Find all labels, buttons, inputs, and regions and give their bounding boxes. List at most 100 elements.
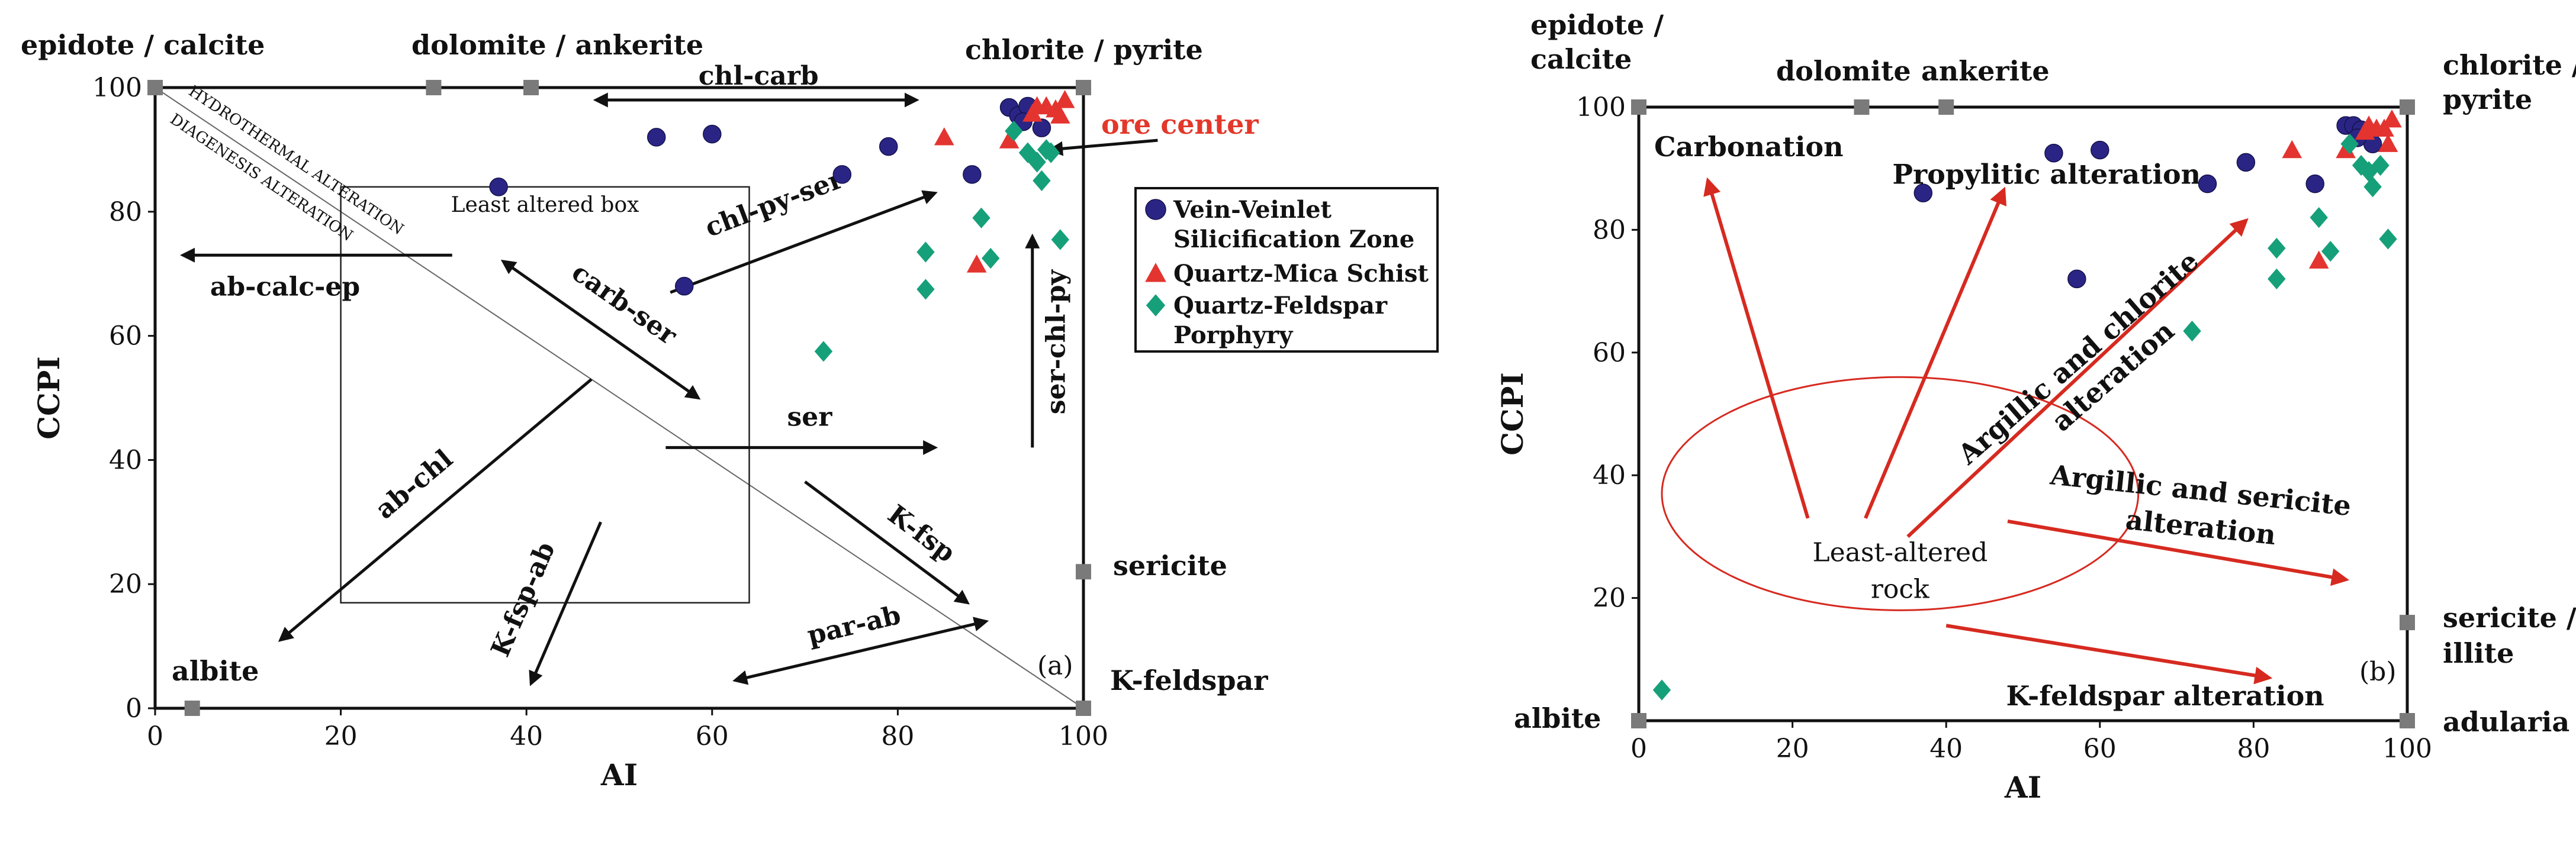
x-tick-label: 20 [324,721,358,751]
trend-arrow-chl-py-ser [670,190,938,294]
y-tick-label: 20 [109,569,142,599]
data-point-quartz-feldspar-porphyry [1005,120,1023,142]
data-point-vein-veinlet-silicification-zone [2044,144,2063,163]
data-point-quartz-feldspar-porphyry [814,341,833,362]
panel-a: Least altered box HYDROTHERMAL ALTERATION… [21,29,1439,792]
data-point-quartz-mica-schist [2374,118,2394,137]
data-point-vein-veinlet-silicification-zone [2236,153,2256,172]
y-tick-label: 40 [109,445,142,475]
ore-center-label: ore center [1101,108,1259,140]
data-point-quartz-mica-schist [1022,104,1043,122]
x-tick-label: 0 [147,721,163,751]
trend-label-ser-chl-py: ser-chl-py [1041,269,1072,415]
hydrothermal-diagenesis-divider [155,87,1084,709]
corner-square-marker [426,80,442,95]
data-point-quartz-feldspar-porphyry [1652,679,1671,701]
legend-marker-vein-veinlet-silicification-zone [1145,199,1166,220]
x-tick-label: 80 [881,721,914,751]
data-point-quartz-feldspar-porphyry [916,241,935,263]
legend-marker-quartz-feldspar-porphyry [1146,294,1166,317]
legend-label-vein-veinlet-silicification-zone: Silicification Zone [1173,225,1414,253]
trend-label-ab-chl: ab-chl [370,444,459,525]
least-altered-box-label: Least altered box [451,193,639,217]
corner-square-marker [1076,564,1091,580]
corner-label-chlorite-pyrite: pyrite [2443,83,2532,115]
data-point-vein-veinlet-silicification-zone [2067,269,2086,289]
data-point-quartz-feldspar-porphyry [2321,241,2340,262]
corner-square-marker [2400,99,2415,115]
corner-square-marker [1631,713,1646,728]
x-axis-label: AI [2004,770,2041,805]
trend-arrow-carb-ser [500,259,701,400]
x-axis-label: AI [600,757,638,792]
corner-square-marker [184,701,200,716]
legend-label-quartz-feldspar-porphyry: Quartz-Feldspar [1173,292,1388,320]
red-arrow-argillic-and-chlorite-alteration [1906,218,2249,538]
trend-label-carb-ser: carb-ser [566,257,683,351]
panel-label-b: (b) [2359,657,2397,687]
least-altered-circle [1661,376,2140,611]
plot-frame [1637,105,2409,722]
corner-square-marker [1631,99,1646,115]
corner-label-epidote-calcite: calcite [1530,43,1632,75]
x-tick-label: 60 [696,721,729,751]
data-point-vein-veinlet-silicification-zone [2091,140,2109,160]
y-tick-label: 80 [109,197,142,227]
data-point-vein-veinlet-silicification-zone [647,128,666,147]
x-tick-label: 40 [510,721,543,751]
corner-label-epidote-calcite: epidote / [1530,9,1664,41]
data-point-vein-veinlet-silicification-zone [879,137,898,156]
corner-square-marker [2400,615,2415,631]
red-arrow-carbonation [1703,177,1810,519]
red-arrow-k-feldspar-alteration [1945,624,2273,685]
data-point-quartz-feldspar-porphyry [972,207,990,228]
corner-label-ankerite: ankerite [1921,55,2050,87]
corner-label-epidote-calcite: epidote / calcite [21,29,265,61]
y-tick-label: 60 [1593,338,1626,368]
corner-label-sericite-illite: sericite / [2443,602,2576,634]
data-point-quartz-feldspar-porphyry [1037,139,1056,160]
data-point-vein-veinlet-silicification-zone [2305,174,2324,193]
data-point-vein-veinlet-silicification-zone [1913,183,1933,202]
data-point-quartz-feldspar-porphyry [2340,133,2359,154]
data-point-quartz-feldspar-porphyry [1028,151,1046,173]
legend-box [1134,187,1439,353]
least-altered-box [340,186,750,604]
data-point-quartz-feldspar-porphyry [2310,207,2328,228]
trend-label-chl-carb: chl-carb [699,61,819,91]
red-arrow-propylitic-alteration [1864,186,2007,519]
corner-label-albite: albite [172,655,259,687]
corner-label-dolomite-ankerite: dolomite / ankerite [411,29,703,61]
ore-center-pointer-arrow [1048,138,1158,156]
data-point-quartz-mica-schist [2355,121,2375,140]
legend-marker-quartz-mica-schist [1145,263,1166,282]
corner-square-marker [1076,80,1091,95]
y-tick-label: 80 [1593,215,1626,245]
corner-square-marker [1854,99,1870,115]
data-point-quartz-feldspar-porphyry [2363,176,2382,198]
data-point-quartz-mica-schist [2382,109,2402,128]
legend-label-quartz-feldspar-porphyry: Porphyry [1173,321,1294,349]
region-label-propylitic-alteration: Propylitic alteration [1892,159,2201,191]
x-tick-label: 80 [2237,734,2270,764]
data-point-quartz-feldspar-porphyry [1018,142,1037,163]
least-altered-rock-label: rock [1871,575,1929,605]
red-arrow-argillic-and-sericite-alteration [2007,520,2350,586]
region-label-k-feldspar-alteration: K-feldspar alteration [2006,680,2324,712]
corner-label-chlorite-pyrite: chlorite / pyrite [965,34,1203,66]
x-tick-label: 100 [1059,721,1108,751]
legend-label-vein-veinlet-silicification-zone: Vein-Veinlet [1173,196,1332,224]
data-point-quartz-mica-schist [2282,140,2302,159]
trend-label-ab-calc-ep: ab-calc-ep [210,272,360,302]
region-label-carbonation: Carbonation [1654,131,1844,163]
data-point-quartz-feldspar-porphyry [2268,268,2286,289]
trend-arrow-par-ab [732,617,989,685]
trend-label-k-fsp: K-fsp [882,499,961,569]
data-point-quartz-mica-schist [934,127,954,146]
trend-arrow-k-fsp-ab [529,521,602,686]
data-point-quartz-feldspar-porphyry [916,279,935,300]
corner-square-marker [2400,713,2415,728]
data-point-quartz-feldspar-porphyry [2371,154,2390,176]
data-point-vein-veinlet-silicification-zone [2198,174,2217,193]
x-tick-label: 60 [2083,734,2117,764]
